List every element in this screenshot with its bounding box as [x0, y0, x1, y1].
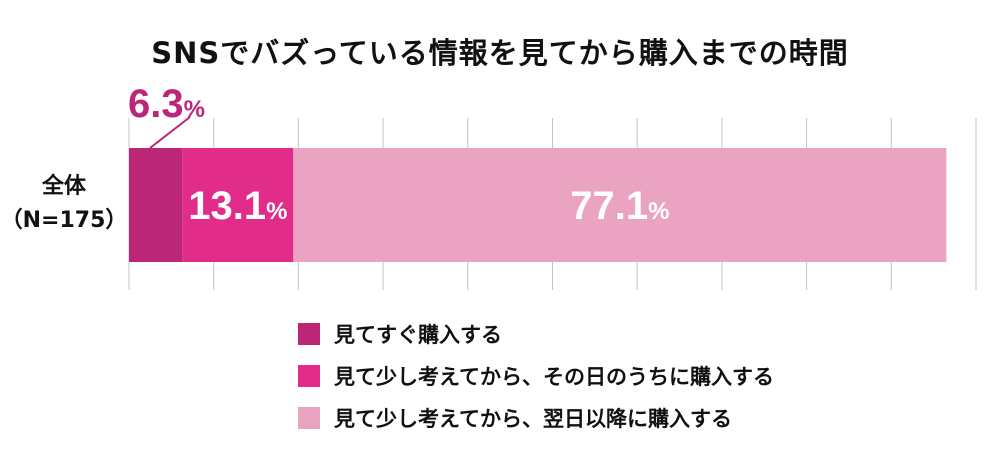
legend-item: 見てすぐ購入する [298, 313, 774, 355]
chart-title: SNSでバズっている情報を見てから購入までの時間 [151, 36, 849, 70]
data-label: 77.1% [570, 184, 669, 228]
legend: 見てすぐ購入する見て少し考えてから、その日のうちに購入する 見て少し考えてから、翌… [298, 313, 774, 439]
legend-label: 見て少し考えてから、その日のうちに購入する [334, 365, 774, 389]
legend-item: 見て少し考えてから、その日のうちに購入する [298, 355, 774, 397]
category-name: 全体 [41, 174, 86, 199]
data-label: 6.3% [128, 82, 205, 126]
legend-swatch [298, 323, 320, 345]
legend-label: 見て少し考えてから、翌日以降に購入する [334, 407, 732, 431]
legend-label: 見てすぐ購入する [334, 323, 502, 347]
legend-swatch [298, 365, 320, 387]
bar-segment [182, 148, 294, 262]
label-leader-line [149, 116, 191, 149]
legend-item: 見て少し考えてから、翌日以降に購入する [298, 397, 774, 439]
category-sample-size: （N=175） [0, 208, 128, 233]
data-label: 13.1% [188, 184, 287, 228]
bar-segment [129, 148, 183, 262]
legend-swatch [298, 407, 320, 429]
bar-segment [293, 148, 947, 262]
category-label: 全体 （N=175） [0, 170, 128, 238]
